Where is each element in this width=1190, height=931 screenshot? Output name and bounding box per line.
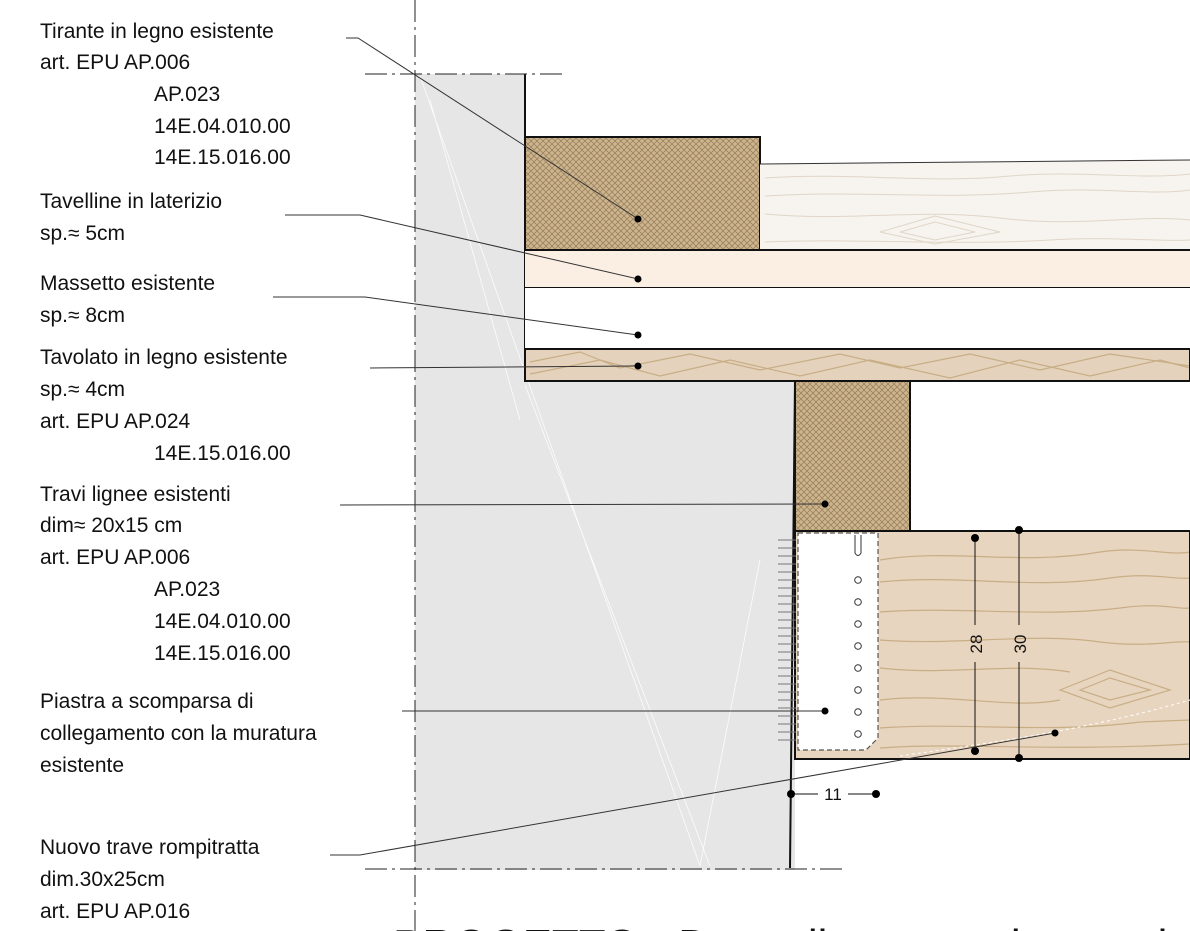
brick-tiles-layer (525, 250, 1190, 288)
label-massetto: Massetto esistente sp.≈ 8cm (40, 272, 221, 327)
leader-dot-travi (821, 500, 829, 508)
label-nuovo-trave: Nuovo trave rompitratta dim.30x25cm art.… (40, 836, 265, 923)
existing-beam-section (794, 380, 911, 532)
leader-tavelline (285, 214, 639, 280)
leader-tavolato (369, 365, 639, 369)
drawing-title: PROGETTO - Dettaglio appoggio rompitratt… (393, 921, 1190, 931)
timber-tie-elevation (759, 159, 1190, 250)
leader-dot-piastra (821, 707, 829, 715)
label-piastra: Piastra a scomparsa di collegamento con … (40, 690, 323, 777)
dimension-11 (787, 790, 880, 798)
leader-dot-tirante (634, 215, 642, 223)
dimension-28-label: 28 (967, 635, 986, 654)
leader-dot-nuovo-trave (1051, 729, 1059, 737)
masonry-wall (415, 74, 797, 870)
screed-layer (525, 288, 1190, 349)
leader-nuovo-trave (330, 732, 1056, 856)
timber-planking (524, 348, 1190, 382)
dimension-11-label: 11 (824, 785, 842, 804)
label-tavolato: Tavolato in legno esistente sp.≈ 4cm art… (40, 346, 293, 465)
leader-dot-massetto (634, 331, 642, 339)
leader-dot-tavolato (634, 362, 642, 370)
axis-lines (365, 0, 845, 931)
label-tirante: Tirante in legno esistente art. EPU AP.0… (40, 20, 296, 169)
leader-tirante (346, 37, 639, 220)
timber-tie-section (524, 136, 761, 251)
dimension-28 (971, 534, 979, 755)
dimension-30 (1015, 526, 1023, 762)
concealed-plate (778, 532, 879, 751)
leader-travi (339, 503, 826, 506)
leader-lines (273, 37, 1059, 856)
label-travi: Travi lignee esistenti dim≈ 20x15 cm art… (40, 483, 296, 665)
leader-dot-tavelline (634, 275, 642, 283)
leader-massetto (273, 296, 639, 336)
dimension-30-label: 30 (1011, 635, 1030, 654)
label-tavelline: Tavelline in laterizio sp.≈ 5cm (40, 190, 228, 245)
